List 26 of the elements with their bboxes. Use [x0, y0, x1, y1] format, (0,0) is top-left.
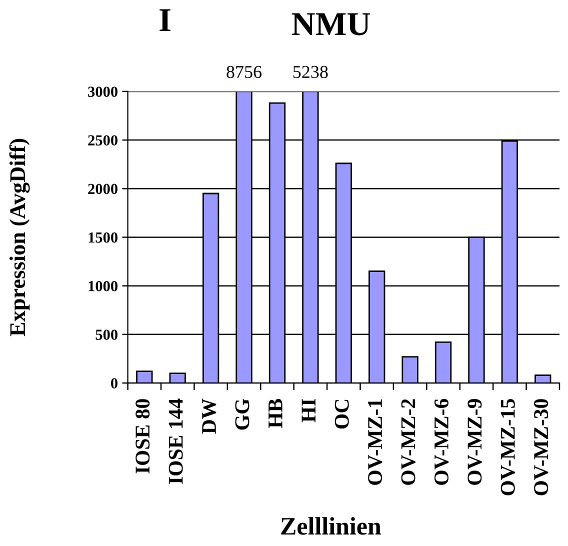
y-tick-label: 0	[111, 378, 118, 388]
y-tick-label: 2500	[88, 135, 118, 146]
y-tick-label: 500	[96, 330, 118, 340]
x-tick-label: IOSE 80	[136, 399, 150, 474]
text: I	[160, 9, 170, 32]
x-tick-label: HI	[302, 399, 316, 422]
annotation: 8756	[226, 66, 262, 78]
y-axis-title: Expression (AvgDiff)	[9, 138, 30, 336]
x-tick-label: HB	[268, 398, 282, 428]
x-tick-label: OV-MZ-9	[468, 399, 482, 485]
x-tick-label: DW	[202, 398, 216, 434]
y-tick-label: 3000	[88, 86, 118, 97]
y-tick-label: 1500	[88, 232, 118, 243]
x-tick-label: OV-MZ-6	[434, 398, 449, 485]
x-tick-label: IOSE 144	[168, 398, 183, 484]
x-tick-label: OV-MZ-15	[500, 399, 515, 496]
x-tick-label: OV-MZ-30	[534, 399, 548, 496]
x-tick-label: GG	[235, 398, 250, 430]
x-axis-title: Zelllinien	[281, 517, 382, 535]
y-tick-label: 2000	[88, 184, 118, 194]
chart-title: NMU	[292, 13, 370, 36]
x-tick-label: OV-MZ-1	[368, 399, 382, 485]
annotation: 5238	[293, 66, 328, 78]
y-tick-label: 1000	[88, 280, 118, 292]
x-tick-label: OC	[334, 400, 349, 429]
x-tick-label: OV-MZ-2	[401, 399, 416, 485]
